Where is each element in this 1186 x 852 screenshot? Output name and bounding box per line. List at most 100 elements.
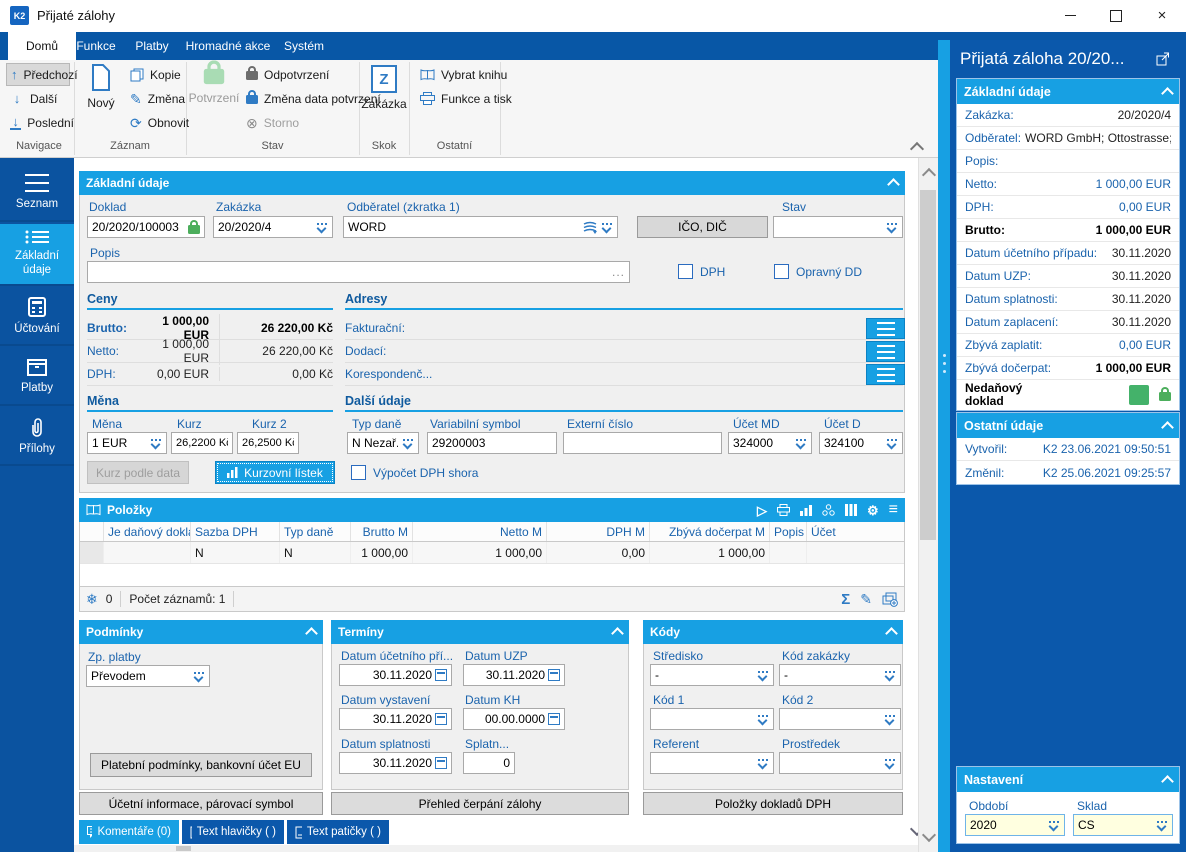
dropdown-icon[interactable] bbox=[756, 759, 769, 768]
snowflake-icon[interactable]: ❄ bbox=[86, 590, 98, 607]
tab-domu[interactable]: Domů bbox=[8, 32, 76, 60]
minimize-button[interactable] bbox=[1047, 0, 1093, 31]
last-record-button[interactable]: ↓ Poslední bbox=[6, 111, 78, 134]
kurz-field[interactable]: 26,2200 Kč bbox=[171, 432, 233, 454]
sidebar-item-platby[interactable]: Platby bbox=[0, 348, 74, 406]
ucet-md-field[interactable]: 324000 bbox=[728, 432, 812, 454]
dock-splitter[interactable] bbox=[938, 40, 950, 852]
dropdown-icon[interactable] bbox=[883, 715, 896, 724]
dph-checkbox[interactable] bbox=[678, 264, 693, 279]
dropdown-icon[interactable] bbox=[756, 671, 769, 680]
tab-funkce[interactable]: Funkce bbox=[76, 39, 116, 53]
dropdown-icon[interactable] bbox=[1047, 821, 1060, 830]
tab-komentare[interactable]: Komentáře (0) bbox=[79, 820, 179, 844]
obdobi-field[interactable]: 2020 bbox=[965, 814, 1065, 836]
collapse-panel-icon[interactable] bbox=[1161, 774, 1174, 788]
sidebar-item-uctovani[interactable]: Účtování bbox=[0, 288, 74, 346]
tab-text-hlavicky[interactable]: Text hlavičky ( ) bbox=[182, 820, 284, 844]
functions-print-button[interactable]: Funkce a tisk bbox=[416, 87, 516, 110]
dropdown-icon[interactable] bbox=[885, 223, 898, 232]
dodaci-menu-button[interactable] bbox=[866, 341, 905, 362]
items-printer-icon[interactable] bbox=[777, 504, 790, 516]
dropdown-icon[interactable] bbox=[756, 715, 769, 724]
kurzovni-listek-button[interactable]: Kurzovní lístek bbox=[215, 461, 335, 484]
collapse-panel-icon[interactable] bbox=[305, 627, 318, 640]
referent-field[interactable] bbox=[650, 752, 774, 774]
storno-button[interactable]: ⊗ Storno bbox=[246, 114, 300, 131]
sidebar-item-prilohy[interactable]: Přílohy bbox=[0, 408, 74, 466]
confirm-button[interactable]: Potvrzení bbox=[189, 60, 239, 134]
datum-kh-field[interactable]: 00.00.0000 bbox=[463, 708, 565, 730]
popis-field[interactable]: ... bbox=[87, 261, 630, 283]
sklad-field[interactable]: CS bbox=[1073, 814, 1173, 836]
dropdown-icon[interactable] bbox=[883, 759, 896, 768]
dropdown-icon[interactable] bbox=[149, 439, 162, 448]
odberatel-field[interactable]: WORD bbox=[343, 216, 618, 238]
horizontal-scrollbar-thumb[interactable] bbox=[176, 846, 191, 851]
splatnost-field[interactable]: 0 bbox=[463, 752, 515, 774]
close-button[interactable]: × bbox=[1139, 0, 1185, 31]
lookup-layers-icon[interactable] bbox=[583, 221, 597, 234]
kod-zakazky-field[interactable]: - bbox=[779, 664, 901, 686]
datum-uc-pripadu-field[interactable]: 30.11.2020 bbox=[339, 664, 452, 686]
copy-record-button[interactable]: Kopie bbox=[126, 63, 185, 86]
zp-platby-field[interactable]: Převodem bbox=[86, 665, 210, 687]
platebni-podminky-button[interactable]: Platební podmínky, bankovní účet EU bbox=[90, 753, 312, 777]
unconfirm-button[interactable]: Odpotvrzení bbox=[242, 63, 333, 86]
items-chart-icon[interactable] bbox=[800, 504, 812, 516]
collapse-panel-icon[interactable] bbox=[885, 627, 898, 640]
prehled-cerpani-button[interactable]: Přehled čerpání zálohy bbox=[331, 792, 629, 815]
typ-dane-field[interactable]: N Nezař... bbox=[347, 432, 419, 454]
externi-cislo-field[interactable] bbox=[563, 432, 722, 454]
datum-vystaveni-field[interactable]: 30.11.2020 bbox=[339, 708, 452, 730]
next-record-button[interactable]: ↓ Další bbox=[6, 87, 78, 110]
kod1-field[interactable] bbox=[650, 708, 774, 730]
items-group-icon[interactable] bbox=[822, 504, 835, 516]
sum-icon[interactable]: Σ bbox=[841, 590, 851, 608]
stredisko-field[interactable]: - bbox=[650, 664, 774, 686]
ico-dic-button[interactable]: IČO, DIČ bbox=[637, 216, 768, 238]
datum-uzp-field[interactable]: 30.11.2020 bbox=[463, 664, 565, 686]
ucetni-informace-button[interactable]: Účetní informace, párovací symbol bbox=[79, 792, 323, 815]
new-record-button[interactable]: Nový bbox=[80, 62, 122, 134]
items-columns-icon[interactable] bbox=[845, 504, 857, 516]
change-record-button[interactable]: ✎ Změna bbox=[130, 90, 186, 107]
datum-splatnosti-field[interactable]: 30.11.2020 bbox=[339, 752, 452, 774]
tab-system[interactable]: Systém bbox=[283, 39, 324, 53]
select-book-button[interactable]: Vybrat knihu bbox=[416, 63, 511, 86]
calendar-icon[interactable] bbox=[548, 713, 560, 725]
doklad-field[interactable]: 20/2020/100003 bbox=[87, 216, 205, 238]
collapse-panel-icon[interactable] bbox=[887, 178, 900, 191]
prostredek-field[interactable] bbox=[779, 752, 901, 774]
tab-text-paticky[interactable]: Text patičky ( ) bbox=[287, 820, 389, 844]
calendar-icon[interactable] bbox=[435, 669, 447, 681]
more-icon[interactable]: ... bbox=[611, 265, 625, 279]
items-settings-icon[interactable]: ⚙ bbox=[867, 502, 879, 518]
dropdown-icon[interactable] bbox=[315, 223, 328, 232]
kod2-field[interactable] bbox=[779, 708, 901, 730]
zakazka-field[interactable]: 20/2020/4 bbox=[213, 216, 333, 238]
change-confirm-date-button[interactable]: Změna data potvrzení bbox=[242, 87, 385, 110]
jump-to-order-button[interactable]: Z Zakázka bbox=[361, 62, 407, 134]
collapse-panel-icon[interactable] bbox=[1161, 420, 1174, 434]
fakturacni-menu-button[interactable] bbox=[866, 318, 905, 339]
sidebar-item-zakladni-udaje[interactable]: Základní údaje bbox=[0, 224, 74, 286]
mena-field[interactable]: 1 EUR bbox=[87, 432, 167, 454]
dropdown-icon[interactable] bbox=[192, 672, 205, 681]
scrollbar-thumb[interactable] bbox=[920, 190, 936, 540]
polozky-dokladu-dph-button[interactable]: Položky dokladů DPH bbox=[643, 792, 903, 815]
collapse-panel-icon[interactable] bbox=[611, 627, 624, 640]
tab-hromadne-akce[interactable]: Hromadné akce bbox=[185, 39, 271, 53]
dropdown-icon[interactable] bbox=[794, 439, 807, 448]
ucet-d-field[interactable]: 324100 bbox=[819, 432, 903, 454]
popout-icon[interactable] bbox=[1156, 52, 1170, 66]
korespondencni-menu-button[interactable] bbox=[866, 364, 905, 385]
variabilni-symbol-field[interactable]: 29200003 bbox=[427, 432, 557, 454]
collapse-panel-icon[interactable] bbox=[1161, 86, 1174, 100]
dropdown-icon[interactable] bbox=[883, 671, 896, 680]
copy-add-icon[interactable] bbox=[882, 592, 898, 607]
items-table-row[interactable]: N N 1 000,00 1 000,00 0,00 1 000,00 bbox=[80, 542, 904, 564]
edit-pencil-icon[interactable]: ✎ bbox=[860, 590, 872, 607]
kurz-podle-data-button[interactable]: Kurz podle data bbox=[87, 461, 189, 484]
calendar-icon[interactable] bbox=[435, 713, 447, 725]
